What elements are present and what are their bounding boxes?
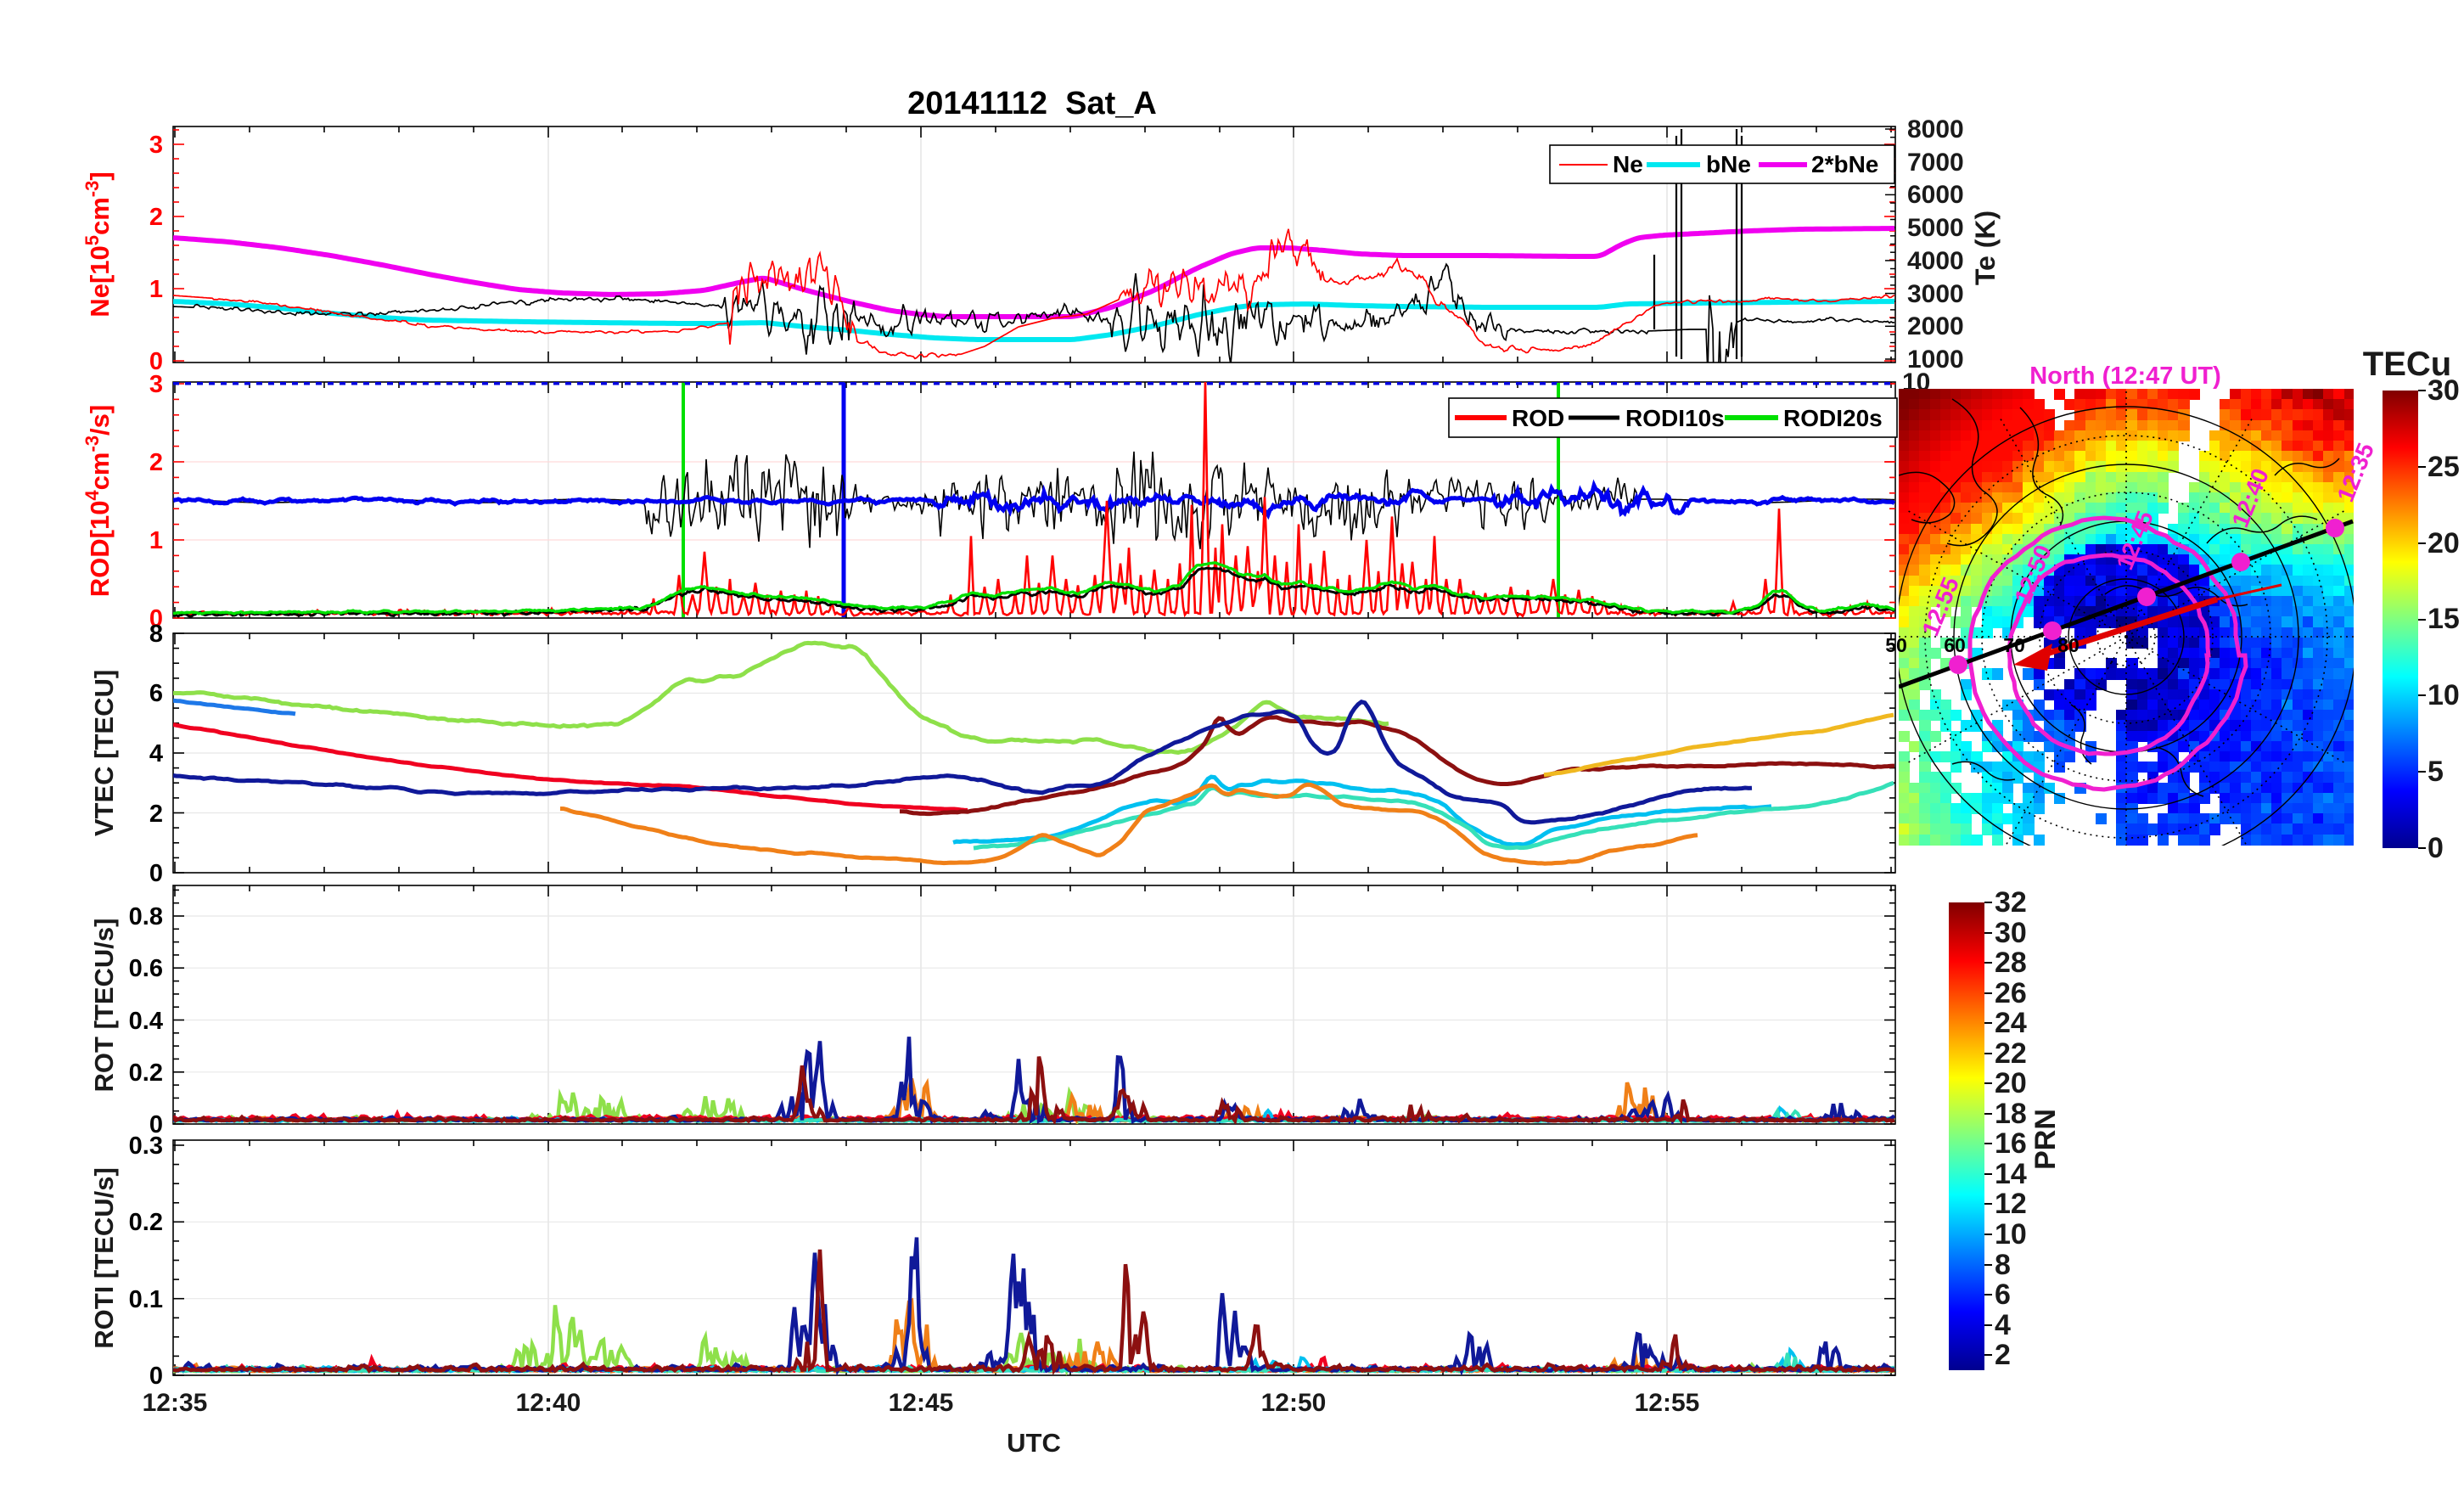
svg-text:1000: 1000 — [1907, 346, 1964, 374]
svg-text:8: 8 — [1995, 1249, 2011, 1281]
svg-text:4000: 4000 — [1907, 247, 1964, 275]
svg-text:10: 10 — [2428, 679, 2460, 711]
svg-text:2000: 2000 — [1907, 312, 1964, 340]
svg-text:20: 20 — [2428, 527, 2460, 559]
svg-text:32: 32 — [1995, 886, 2027, 919]
svg-text:0.1: 0.1 — [129, 1286, 163, 1313]
svg-text:3: 3 — [149, 132, 163, 159]
svg-text:0.2: 0.2 — [129, 1209, 163, 1236]
svg-text:ROD: ROD — [1512, 405, 1564, 431]
svg-text:2: 2 — [149, 801, 163, 828]
svg-text:2*bNe: 2*bNe — [1811, 151, 1878, 177]
svg-text:ROT [TECU/s]: ROT [TECU/s] — [89, 919, 119, 1093]
svg-text:8000: 8000 — [1907, 115, 1964, 143]
svg-text:8: 8 — [149, 621, 163, 648]
svg-text:0: 0 — [149, 348, 163, 375]
svg-text:30: 30 — [2428, 374, 2460, 407]
svg-text:6: 6 — [149, 680, 163, 707]
svg-text:UTC: UTC — [1007, 1428, 1061, 1458]
svg-text:North (12:47 UT): North (12:47 UT) — [2029, 363, 2221, 390]
svg-text:24: 24 — [1995, 1007, 2027, 1039]
svg-text:15: 15 — [2428, 603, 2460, 635]
svg-text:28: 28 — [1995, 947, 2027, 979]
svg-text:20: 20 — [1995, 1067, 2027, 1099]
svg-text:0: 0 — [149, 1363, 163, 1390]
svg-text:0: 0 — [149, 1111, 163, 1138]
svg-text:0.3: 0.3 — [129, 1132, 163, 1160]
svg-text:16: 16 — [1995, 1127, 2027, 1160]
svg-text:0.4: 0.4 — [129, 1008, 163, 1035]
svg-text:1: 1 — [149, 527, 163, 554]
svg-text:12:50: 12:50 — [1261, 1389, 1327, 1417]
svg-text:60: 60 — [1944, 634, 1966, 656]
svg-text:2: 2 — [1995, 1339, 2011, 1371]
svg-text:50: 50 — [1885, 634, 1907, 656]
svg-text:6: 6 — [1995, 1279, 2011, 1311]
svg-text:5: 5 — [2428, 756, 2444, 788]
svg-text:4: 4 — [1995, 1309, 2011, 1341]
svg-text:20141112 Sat_A: 20141112 Sat_A — [907, 86, 1157, 121]
svg-text:RODI20s: RODI20s — [1783, 405, 1883, 431]
svg-text:1: 1 — [149, 276, 163, 303]
svg-text:0: 0 — [149, 605, 163, 632]
svg-text:70: 70 — [2003, 634, 2025, 656]
svg-text:ROD[104cm-3/s]: ROD[104cm-3/s] — [81, 405, 115, 598]
svg-text:0.8: 0.8 — [129, 903, 163, 930]
svg-text:80: 80 — [2057, 634, 2080, 656]
svg-text:10: 10 — [1995, 1218, 2027, 1251]
svg-text:6000: 6000 — [1907, 181, 1964, 209]
svg-text:30: 30 — [1995, 917, 2027, 949]
svg-text:12:40: 12:40 — [516, 1389, 581, 1417]
svg-text:7000: 7000 — [1907, 149, 1964, 177]
svg-text:2: 2 — [149, 204, 163, 231]
svg-text:22: 22 — [1995, 1037, 2027, 1070]
svg-text:4: 4 — [149, 740, 163, 767]
svg-text:3000: 3000 — [1907, 280, 1964, 308]
svg-text:0.2: 0.2 — [129, 1059, 163, 1087]
svg-text:18: 18 — [1995, 1098, 2027, 1130]
svg-text:12:35: 12:35 — [143, 1389, 208, 1417]
svg-text:12:45: 12:45 — [889, 1389, 954, 1417]
svg-text:VTEC [TECU]: VTEC [TECU] — [89, 670, 119, 836]
svg-text:3: 3 — [149, 371, 163, 398]
svg-text:12: 12 — [1995, 1188, 2027, 1220]
svg-text:Te (K): Te (K) — [1970, 211, 2001, 285]
svg-text:0: 0 — [2428, 832, 2444, 864]
svg-text:26: 26 — [1995, 977, 2027, 1009]
svg-text:Ne: Ne — [1613, 151, 1643, 177]
svg-text:ROTI [TECU/s]: ROTI [TECU/s] — [89, 1167, 119, 1349]
svg-text:TECu: TECu — [2363, 346, 2451, 383]
svg-text:12:55: 12:55 — [1635, 1389, 1700, 1417]
svg-text:PRN: PRN — [2029, 1109, 2062, 1170]
svg-text:0.6: 0.6 — [129, 955, 163, 982]
svg-text:0: 0 — [149, 860, 163, 887]
svg-text:14: 14 — [1995, 1158, 2027, 1190]
svg-text:25: 25 — [2428, 451, 2460, 483]
svg-text:2: 2 — [149, 449, 163, 476]
svg-text:5000: 5000 — [1907, 214, 1964, 242]
svg-text:RODI10s: RODI10s — [1625, 405, 1725, 431]
svg-text:bNe: bNe — [1706, 151, 1751, 177]
